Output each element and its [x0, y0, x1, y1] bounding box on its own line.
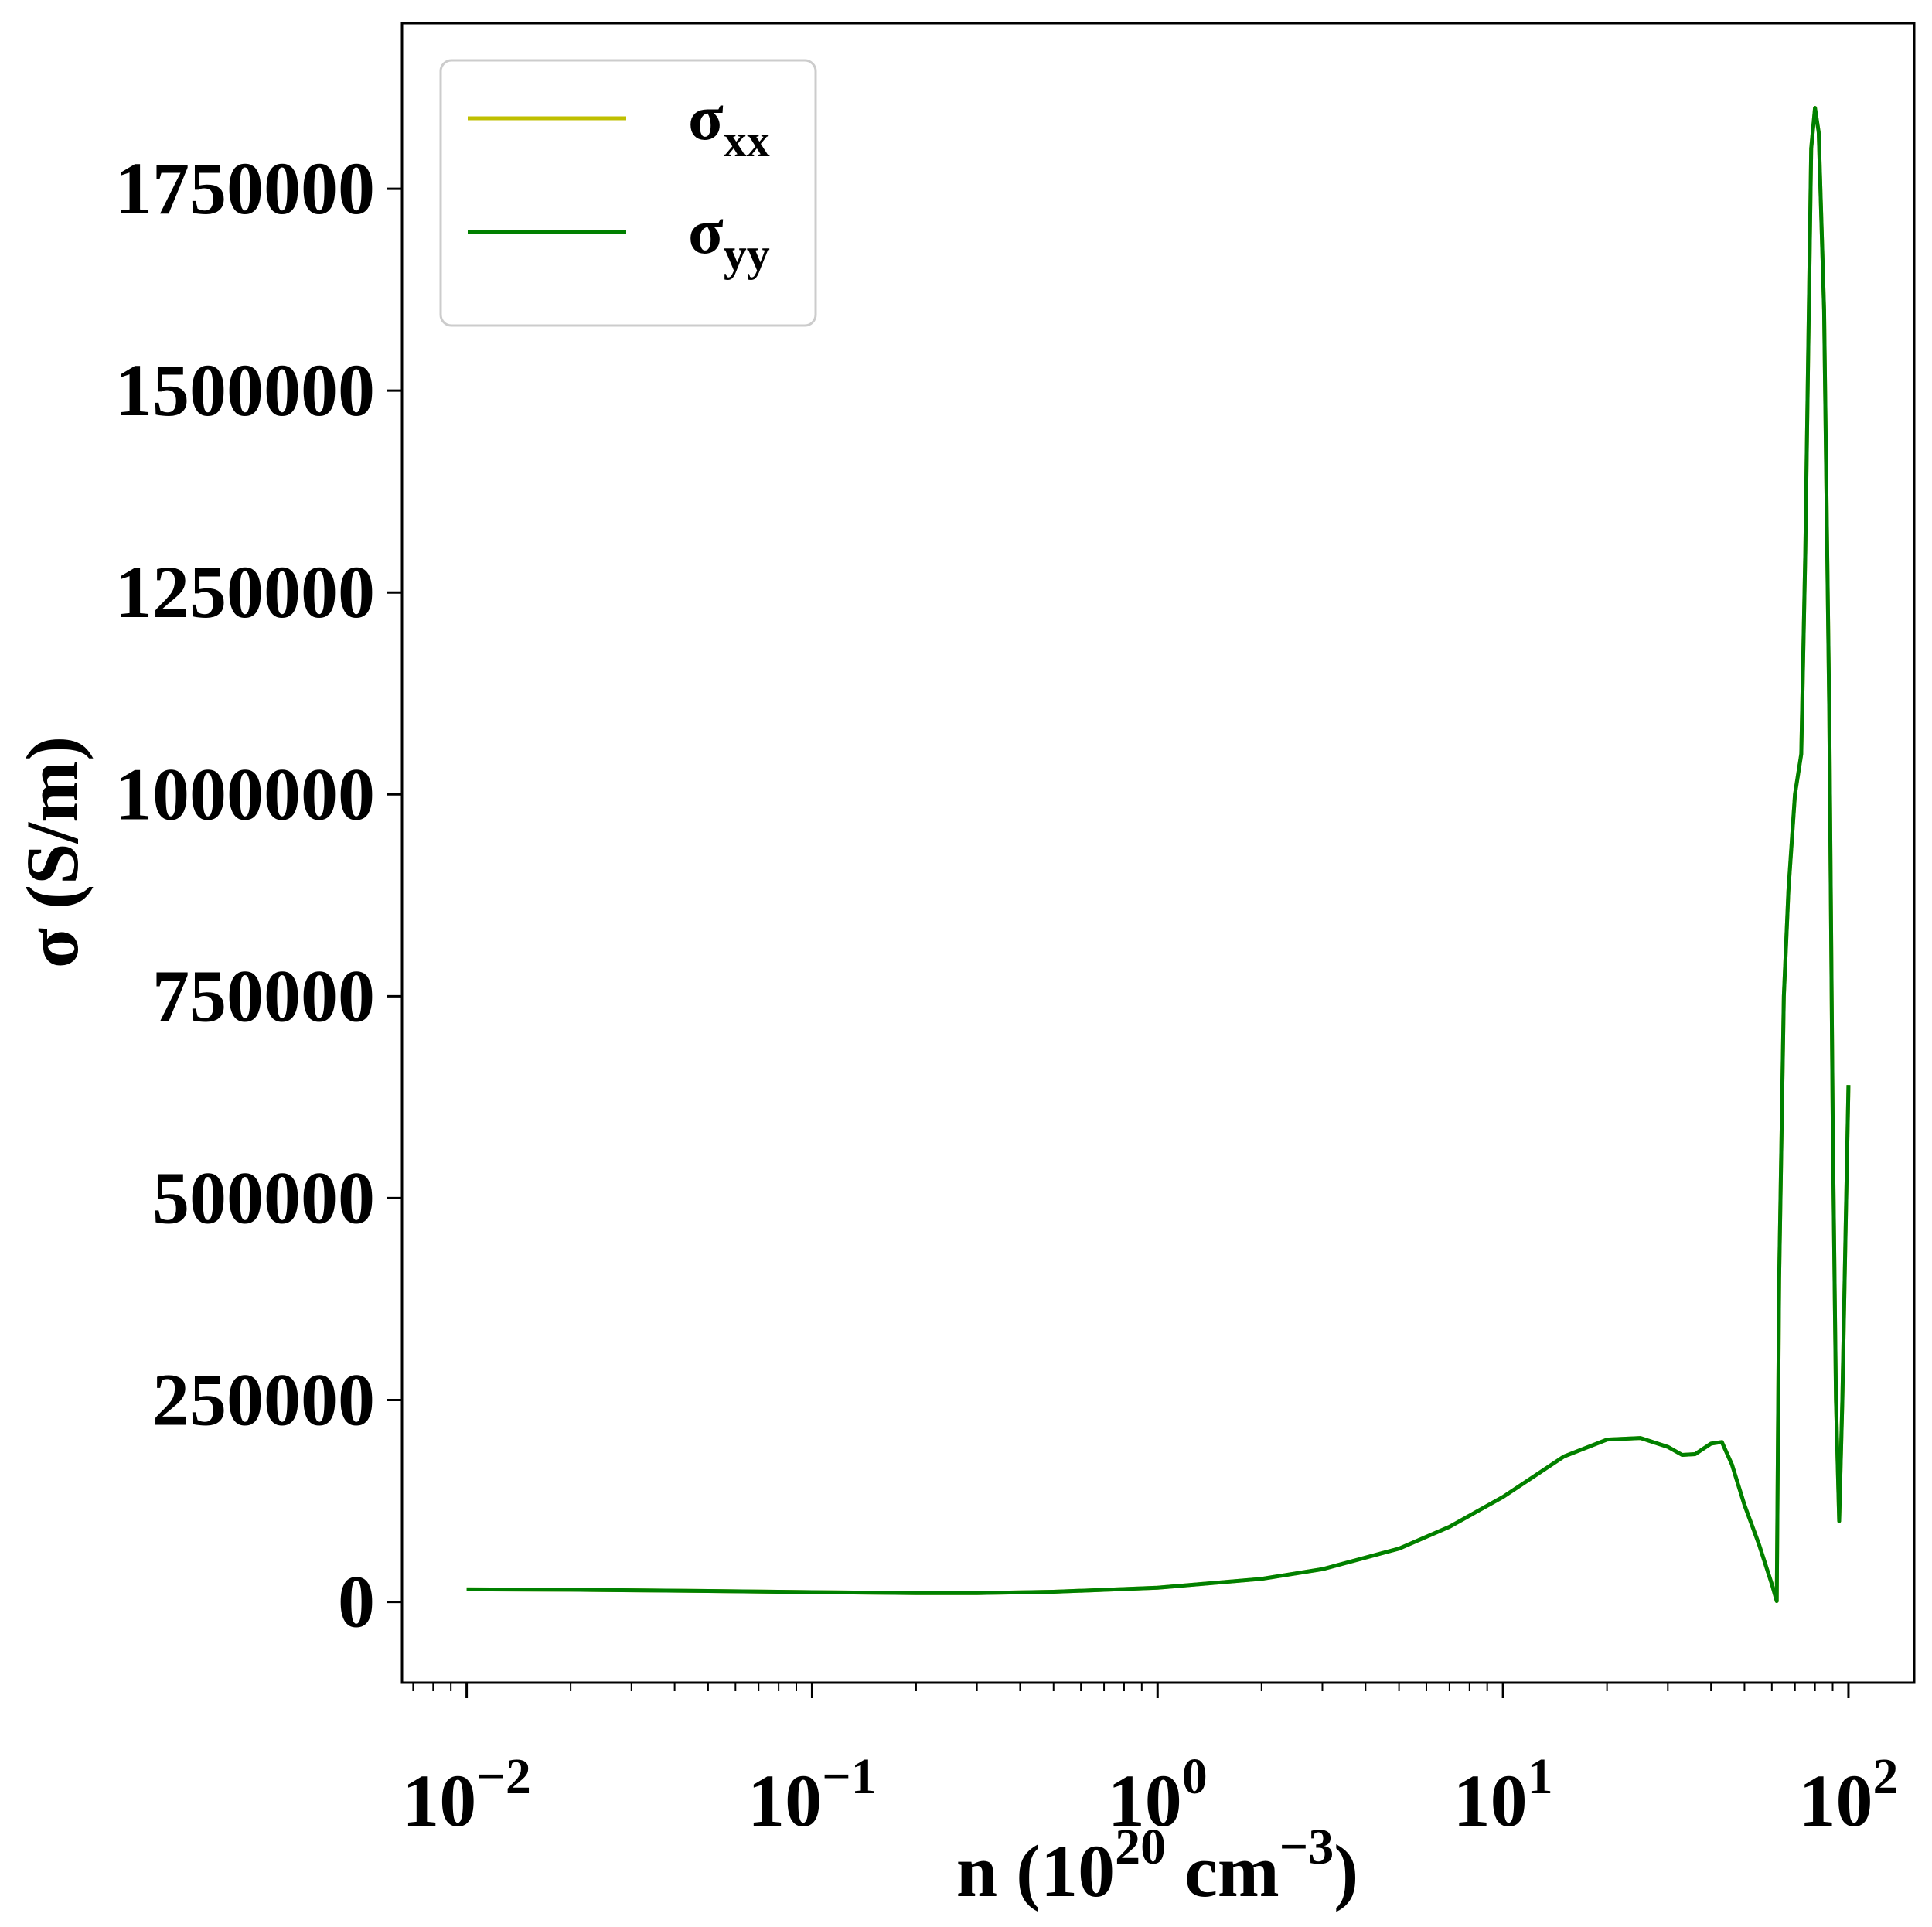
- x-tick-label-exp: −2: [476, 1748, 531, 1805]
- legend-label-sigma-yy-sub: yy: [724, 229, 770, 280]
- y-tick-label: 250000: [152, 1359, 375, 1441]
- x-tick-label: 102: [1798, 1748, 1898, 1842]
- x-axis-label-base: n (10: [956, 1830, 1115, 1912]
- x-axis-label-exp1: 20: [1115, 1819, 1166, 1875]
- x-tick-label: 100: [1108, 1748, 1208, 1842]
- x-tick-label-exp: 2: [1872, 1748, 1898, 1805]
- legend-label-sigma-xx: σxx: [688, 82, 770, 166]
- legend-label-sigma-xx-sub: xx: [724, 115, 770, 166]
- y-tick-label: 0: [338, 1560, 375, 1643]
- x-tick-label-base: 10: [1798, 1759, 1872, 1842]
- y-tick-label: 750000: [152, 954, 375, 1037]
- legend-label-sigma-xx-base: σ: [688, 82, 724, 154]
- y-axis-label: σ (S/m): [11, 736, 94, 968]
- x-axis: 10−2 10−1 100 101 102: [402, 1683, 1898, 1842]
- x-tick-label-exp: 1: [1528, 1748, 1553, 1805]
- x-tick-label-base: 10: [1453, 1759, 1528, 1842]
- y-tick-label: 1250000: [115, 551, 375, 633]
- x-tick-label-base: 10: [748, 1759, 822, 1842]
- x-axis-label-mid: cm: [1166, 1830, 1279, 1912]
- x-axis-label-exp2: −3: [1279, 1819, 1334, 1875]
- x-tick-label-base: 10: [1108, 1759, 1182, 1842]
- legend: σxx σyy: [439, 59, 817, 327]
- legend-label-sigma-yy: σyy: [688, 196, 770, 280]
- x-axis-label-end: ): [1334, 1830, 1358, 1912]
- x-tick-label-exp: 0: [1182, 1748, 1208, 1805]
- x-tick-label: 10−1: [748, 1748, 877, 1842]
- y-axis: 0 250000 500000 750000 1000000 1250000 1500000…: [115, 147, 402, 1643]
- legend-frame: [439, 59, 817, 327]
- y-tick-label: 1000000: [115, 752, 375, 835]
- y-tick-label: 500000: [152, 1156, 375, 1239]
- series-line-xx: [466, 106, 1851, 1604]
- x-tick-label-base: 10: [402, 1759, 476, 1842]
- series-line-yy: [466, 106, 1851, 1604]
- y-tick-label: 1500000: [115, 349, 375, 431]
- legend-label-sigma-yy-base: σ: [688, 196, 724, 268]
- x-tick-label: 10−2: [402, 1748, 531, 1842]
- x-axis-label: n (1020 cm−3): [956, 1819, 1359, 1912]
- y-tick-label: 1750000: [115, 147, 375, 230]
- series-layer: [466, 106, 1851, 1604]
- x-tick-label-exp: −1: [822, 1748, 877, 1805]
- x-tick-label: 101: [1453, 1748, 1553, 1842]
